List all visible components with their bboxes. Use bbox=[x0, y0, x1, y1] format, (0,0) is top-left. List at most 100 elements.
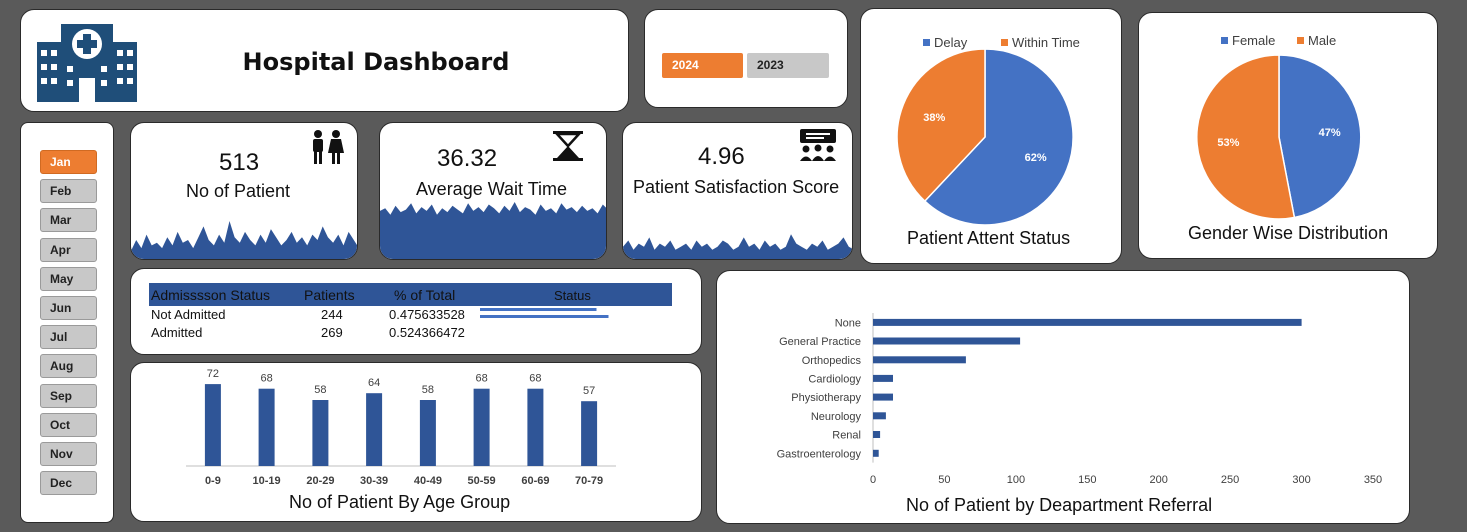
kpi-satisfaction-card: 4.96 Patient Satisfaction Score bbox=[622, 122, 853, 260]
age-bar-value: 68 bbox=[475, 373, 487, 385]
dept-x-tick: 150 bbox=[1078, 474, 1096, 486]
dept-x-tick: 50 bbox=[938, 474, 950, 486]
pie-data-label: 62% bbox=[1025, 152, 1047, 164]
age-bar bbox=[419, 400, 436, 466]
pie-data-label: 38% bbox=[923, 112, 945, 124]
admission-row-status: Admitted bbox=[151, 325, 203, 340]
legend-label: Within Time bbox=[1012, 35, 1080, 50]
age-bar-value: 72 bbox=[207, 368, 219, 380]
attend-status-pie-card: 62% Delay 38% Within Time Patient Attent St… bbox=[860, 8, 1122, 264]
year-slicer: 2024 2023 bbox=[644, 9, 848, 108]
month-button-mar[interactable]: Mar bbox=[40, 208, 97, 233]
month-button-apr[interactable]: Apr bbox=[40, 237, 97, 262]
age-tick-label: 50-59 bbox=[468, 475, 496, 487]
age-bar-value: 58 bbox=[422, 384, 434, 396]
legend-swatch bbox=[1297, 37, 1304, 44]
dept-chart-title: No of Patient by Deapartment Referral bbox=[906, 495, 1213, 515]
admission-table: Admisssson Status Patients % of Total St… bbox=[130, 268, 702, 355]
age-bar-value: 68 bbox=[260, 373, 272, 385]
admission-row-pct: 0.475633528 bbox=[389, 307, 465, 322]
month-button-aug[interactable]: Aug bbox=[40, 354, 97, 379]
age-bar bbox=[366, 393, 383, 466]
dept-category-label: Neurology bbox=[811, 411, 862, 423]
year-button-2023[interactable]: 2023 bbox=[747, 53, 829, 78]
admission-row-status: Not Admitted bbox=[151, 307, 226, 322]
dept-bar bbox=[873, 431, 881, 438]
age-bar-value: 57 bbox=[583, 385, 595, 397]
age-group-chart: 72 0-9 68 10-19 58 20-29 64 30-39 58 40-49 68 50-59… bbox=[186, 368, 616, 487]
dept-category-label: Orthopedics bbox=[802, 355, 862, 367]
age-bar-value: 68 bbox=[529, 373, 541, 385]
department-referral-chart: None General Practice Orthopedics Cardiolog… bbox=[777, 313, 1382, 486]
dept-x-tick: 250 bbox=[1221, 474, 1239, 486]
year-button-2024[interactable]: 2024 bbox=[662, 53, 743, 78]
age-tick-label: 40-49 bbox=[414, 475, 442, 487]
sparkline-area bbox=[623, 234, 852, 259]
admission-header-patients: Patients bbox=[304, 287, 355, 303]
legend-label: Male bbox=[1308, 33, 1336, 48]
age-bar bbox=[312, 400, 329, 466]
dept-x-tick: 0 bbox=[870, 474, 876, 486]
dept-x-tick: 200 bbox=[1150, 474, 1168, 486]
age-bar bbox=[527, 388, 544, 466]
admission-row-pct: 0.524366472 bbox=[389, 325, 465, 340]
pie1-title: Patient Attent Status bbox=[907, 228, 1071, 248]
month-button-jun[interactable]: Jun bbox=[40, 296, 97, 320]
dept-category-label: Gastroenterology bbox=[777, 448, 862, 460]
pie-data-label: 47% bbox=[1319, 127, 1341, 139]
kpi-patients-label: No of Patient bbox=[186, 181, 291, 201]
kpi-wait-label: Average Wait Time bbox=[416, 179, 568, 199]
audience-icon bbox=[800, 129, 836, 161]
hospital-icon bbox=[37, 24, 137, 102]
satisfaction-sparkline bbox=[623, 234, 852, 259]
legend-label: Delay bbox=[934, 35, 968, 50]
page-title: Hospital Dashboard bbox=[242, 48, 510, 76]
kpi-satisfaction-label: Patient Satisfaction Score bbox=[633, 177, 840, 197]
age-bar bbox=[204, 384, 221, 466]
dept-x-tick: 300 bbox=[1292, 474, 1310, 486]
pie-slice bbox=[1196, 54, 1296, 220]
age-tick-label: 70-79 bbox=[575, 475, 603, 487]
gender-pie: 47% Female 53% Male bbox=[1196, 33, 1362, 220]
month-button-nov[interactable]: Nov bbox=[40, 442, 97, 466]
month-button-feb[interactable]: Feb bbox=[40, 179, 97, 204]
gender-pie-card: 47% Female 53% Male Gender Wise Distributio… bbox=[1138, 12, 1438, 259]
dept-category-label: General Practice bbox=[779, 336, 861, 348]
month-button-may[interactable]: May bbox=[40, 266, 97, 291]
admission-row-patients: 269 bbox=[321, 325, 343, 340]
attend-status-pie: 62% Delay 38% Within Time bbox=[896, 35, 1080, 226]
month-button-oct[interactable]: Oct bbox=[40, 412, 97, 437]
dept-category-label: Physiotherapy bbox=[791, 392, 861, 404]
month-button-dec[interactable]: Dec bbox=[40, 471, 97, 496]
kpi-patients-card: 513 No of Patient bbox=[130, 122, 358, 260]
age-chart-title: No of Patient By Age Group bbox=[289, 492, 511, 512]
sparkline-area bbox=[380, 202, 606, 259]
month-button-jul[interactable]: Jul bbox=[40, 325, 97, 350]
hourglass-icon bbox=[553, 131, 583, 161]
dept-x-tick: 100 bbox=[1007, 474, 1025, 486]
kpi-satisfaction-value: 4.96 bbox=[698, 143, 745, 170]
admission-header-pct: % of Total bbox=[394, 287, 456, 303]
kpi-patients-value: 513 bbox=[219, 149, 260, 176]
department-referral-chart-card: None General Practice Orthopedics Cardiolog… bbox=[716, 270, 1410, 524]
title-card: Hospital Dashboard bbox=[20, 9, 629, 112]
pie-slice bbox=[1278, 54, 1362, 219]
kpi-wait-card: 36.32 Average Wait Time bbox=[379, 122, 607, 260]
admission-status-bars bbox=[480, 308, 609, 318]
month-button-jan[interactable]: Jan bbox=[40, 150, 97, 174]
dept-category-label: Cardiology bbox=[808, 373, 861, 385]
admission-bar bbox=[480, 315, 609, 318]
dept-bar bbox=[873, 449, 879, 457]
patients-sparkline bbox=[131, 221, 357, 259]
age-tick-label: 20-29 bbox=[306, 475, 334, 487]
kpi-wait-value: 36.32 bbox=[437, 145, 498, 172]
dept-x-tick: 350 bbox=[1364, 474, 1382, 486]
dept-category-label: Renal bbox=[832, 430, 861, 442]
age-bar bbox=[473, 388, 490, 466]
legend-swatch bbox=[1221, 37, 1228, 44]
pie-slice bbox=[923, 48, 1074, 226]
month-slicer: Jan Feb Mar Apr May Jun Jul Aug Sep Oct Nov Dec bbox=[20, 122, 114, 523]
month-button-sep[interactable]: Sep bbox=[40, 383, 97, 408]
dept-bar bbox=[873, 393, 893, 401]
legend-swatch bbox=[1001, 39, 1008, 46]
